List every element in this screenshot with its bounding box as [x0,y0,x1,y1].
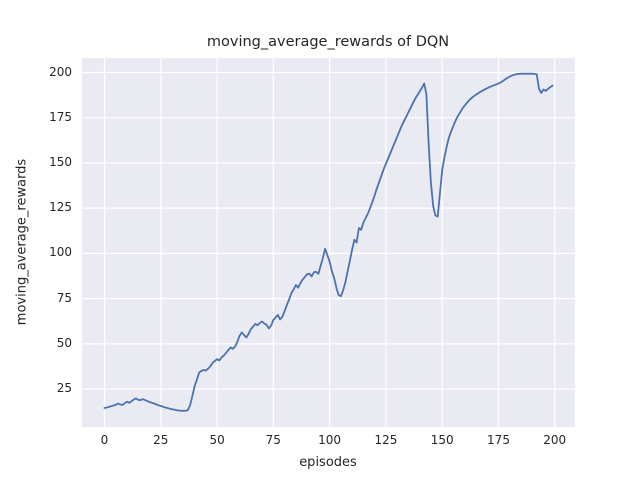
y-tick-label: 175 [49,109,72,124]
y-tick-label: 50 [56,335,72,350]
x-tick-label: 75 [265,433,281,447]
x-tick-label: 125 [374,433,398,447]
y-tick-label: 75 [56,290,72,305]
y-axis-label: moving_average_rewards [14,158,30,326]
x-tick-label: 100 [318,433,342,447]
x-tick-label: 50 [209,433,225,447]
series-line-dqn [103,72,554,412]
x-axis-label: episodes [299,455,357,470]
y-tick-label: 200 [49,64,72,79]
y-tick-label: 150 [49,154,72,169]
y-tick-label: 100 [49,245,72,260]
x-tick-label: 0 [100,433,109,447]
x-tick-label: 25 [153,433,169,447]
x-tick-label: 200 [543,433,567,447]
y-tick-label: 125 [49,200,72,215]
plot-background [82,58,575,427]
x-tick-label: 175 [487,433,510,447]
y-tick-label: 25 [56,381,72,395]
x-tick-label: 150 [430,433,454,447]
chart-title: moving_average_rewards of DQN [206,34,450,50]
gridlines [82,58,575,427]
